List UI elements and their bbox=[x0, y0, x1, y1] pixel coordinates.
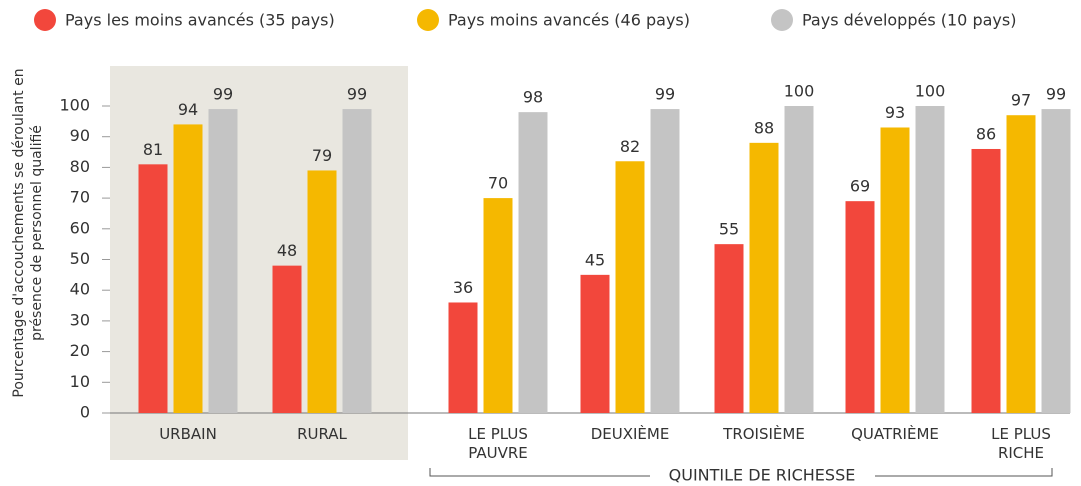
bar bbox=[650, 109, 680, 413]
bar bbox=[749, 142, 779, 413]
value-label: 70 bbox=[488, 174, 508, 193]
value-label: 36 bbox=[453, 278, 473, 297]
legend-swatch bbox=[771, 9, 793, 31]
bar bbox=[342, 109, 372, 413]
value-label: 93 bbox=[885, 103, 905, 122]
value-label: 45 bbox=[585, 250, 605, 269]
value-label: 69 bbox=[850, 177, 870, 196]
y-tick-label: 100 bbox=[59, 96, 90, 115]
x-tick-label: QUATRIÈME bbox=[851, 425, 939, 443]
bar bbox=[307, 170, 337, 413]
value-label: 88 bbox=[754, 118, 774, 137]
y-tick-label: 50 bbox=[70, 249, 90, 268]
value-label: 99 bbox=[655, 85, 675, 104]
bar bbox=[1041, 109, 1071, 413]
y-tick-label: 10 bbox=[70, 372, 90, 391]
bar bbox=[714, 244, 744, 413]
value-label: 100 bbox=[784, 82, 815, 101]
x-tick-label: URBAIN bbox=[159, 425, 217, 443]
y-tick-label: 0 bbox=[80, 403, 90, 422]
value-label: 48 bbox=[277, 241, 297, 260]
bar bbox=[845, 201, 875, 413]
bar bbox=[971, 148, 1001, 414]
y-axis-label: Pourcentage d'accouchements se déroulant… bbox=[11, 68, 45, 398]
value-label: 100 bbox=[915, 82, 946, 101]
y-tick-label: 60 bbox=[70, 218, 90, 237]
value-label: 98 bbox=[523, 88, 543, 107]
value-label: 86 bbox=[976, 124, 996, 143]
bar bbox=[518, 112, 548, 413]
y-tick-label: 80 bbox=[70, 157, 90, 176]
bar bbox=[580, 274, 610, 413]
value-label: 99 bbox=[213, 85, 233, 104]
legend-label: Pays moins avancés (46 pays) bbox=[448, 11, 690, 30]
bar bbox=[272, 265, 302, 413]
legend-label: Pays les moins avancés (35 pays) bbox=[65, 11, 335, 30]
value-label: 55 bbox=[719, 220, 739, 239]
x-tick-label: RURAL bbox=[297, 425, 347, 443]
bar bbox=[915, 106, 945, 413]
bar bbox=[138, 164, 168, 413]
value-label: 79 bbox=[312, 146, 332, 165]
bar bbox=[784, 106, 814, 413]
value-label: 81 bbox=[143, 140, 163, 159]
annotation: QUINTILE DE RICHESSE bbox=[669, 466, 856, 485]
bar bbox=[880, 127, 910, 414]
value-label: 99 bbox=[1046, 85, 1066, 104]
x-tick-label: LE PLUS PAUVRE bbox=[468, 425, 528, 462]
bracket bbox=[429, 468, 1053, 477]
x-tick-label: LE PLUS RICHE bbox=[991, 425, 1051, 462]
value-label: 99 bbox=[347, 85, 367, 104]
bar bbox=[615, 161, 645, 413]
y-tick-label: 30 bbox=[70, 310, 90, 329]
bar bbox=[483, 198, 513, 413]
y-tick-label: 20 bbox=[70, 341, 90, 360]
legend-swatch bbox=[417, 9, 439, 31]
y-tick-label: 70 bbox=[70, 188, 90, 207]
y-tick-label: 90 bbox=[70, 126, 90, 145]
value-label: 94 bbox=[178, 100, 198, 119]
legend-label: Pays développés (10 pays) bbox=[802, 11, 1016, 30]
x-tick-label: TROISIÈME bbox=[723, 425, 805, 443]
x-tick-label: DEUXIÈME bbox=[590, 425, 670, 443]
y-tick-label: 40 bbox=[70, 280, 90, 299]
value-label: 82 bbox=[620, 137, 640, 156]
bar bbox=[208, 109, 238, 413]
legend-swatch bbox=[34, 9, 56, 31]
bar bbox=[1006, 115, 1036, 414]
value-label: 97 bbox=[1011, 91, 1031, 110]
bar bbox=[173, 124, 203, 414]
bar bbox=[448, 302, 478, 413]
